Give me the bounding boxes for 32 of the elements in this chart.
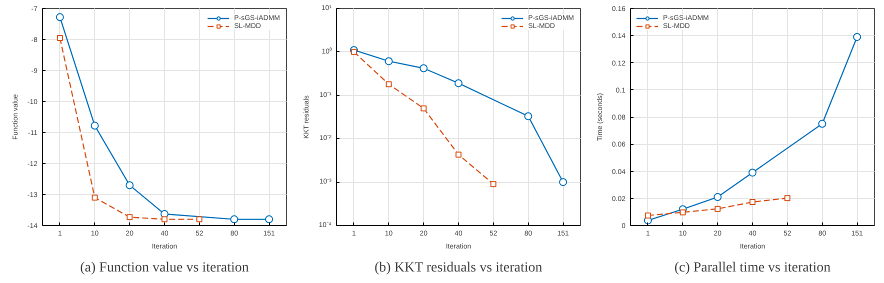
point [92, 194, 98, 201]
point [56, 34, 63, 41]
point [748, 168, 756, 177]
point [818, 120, 826, 128]
point [644, 212, 651, 218]
point [265, 215, 274, 224]
point [230, 215, 238, 224]
point [386, 81, 392, 88]
text: (a) Function value vs iteration [80, 260, 249, 276]
point [384, 57, 393, 66]
point [126, 181, 134, 190]
point [559, 178, 568, 186]
point [196, 216, 202, 222]
point [853, 32, 862, 41]
point [350, 48, 357, 55]
point [784, 195, 790, 202]
point [456, 152, 462, 158]
text: (c) Parallel time vs iteration [674, 260, 831, 276]
point [750, 199, 756, 206]
point [420, 64, 428, 72]
point [162, 216, 168, 222]
point [680, 209, 686, 216]
point [714, 193, 722, 202]
point [420, 105, 427, 112]
point [524, 112, 532, 120]
point [56, 13, 64, 22]
point [126, 214, 133, 220]
point [454, 79, 462, 88]
point [490, 181, 496, 188]
point [90, 122, 99, 130]
text: (b) KKT residuals vs iteration [374, 260, 542, 276]
point [714, 206, 721, 212]
